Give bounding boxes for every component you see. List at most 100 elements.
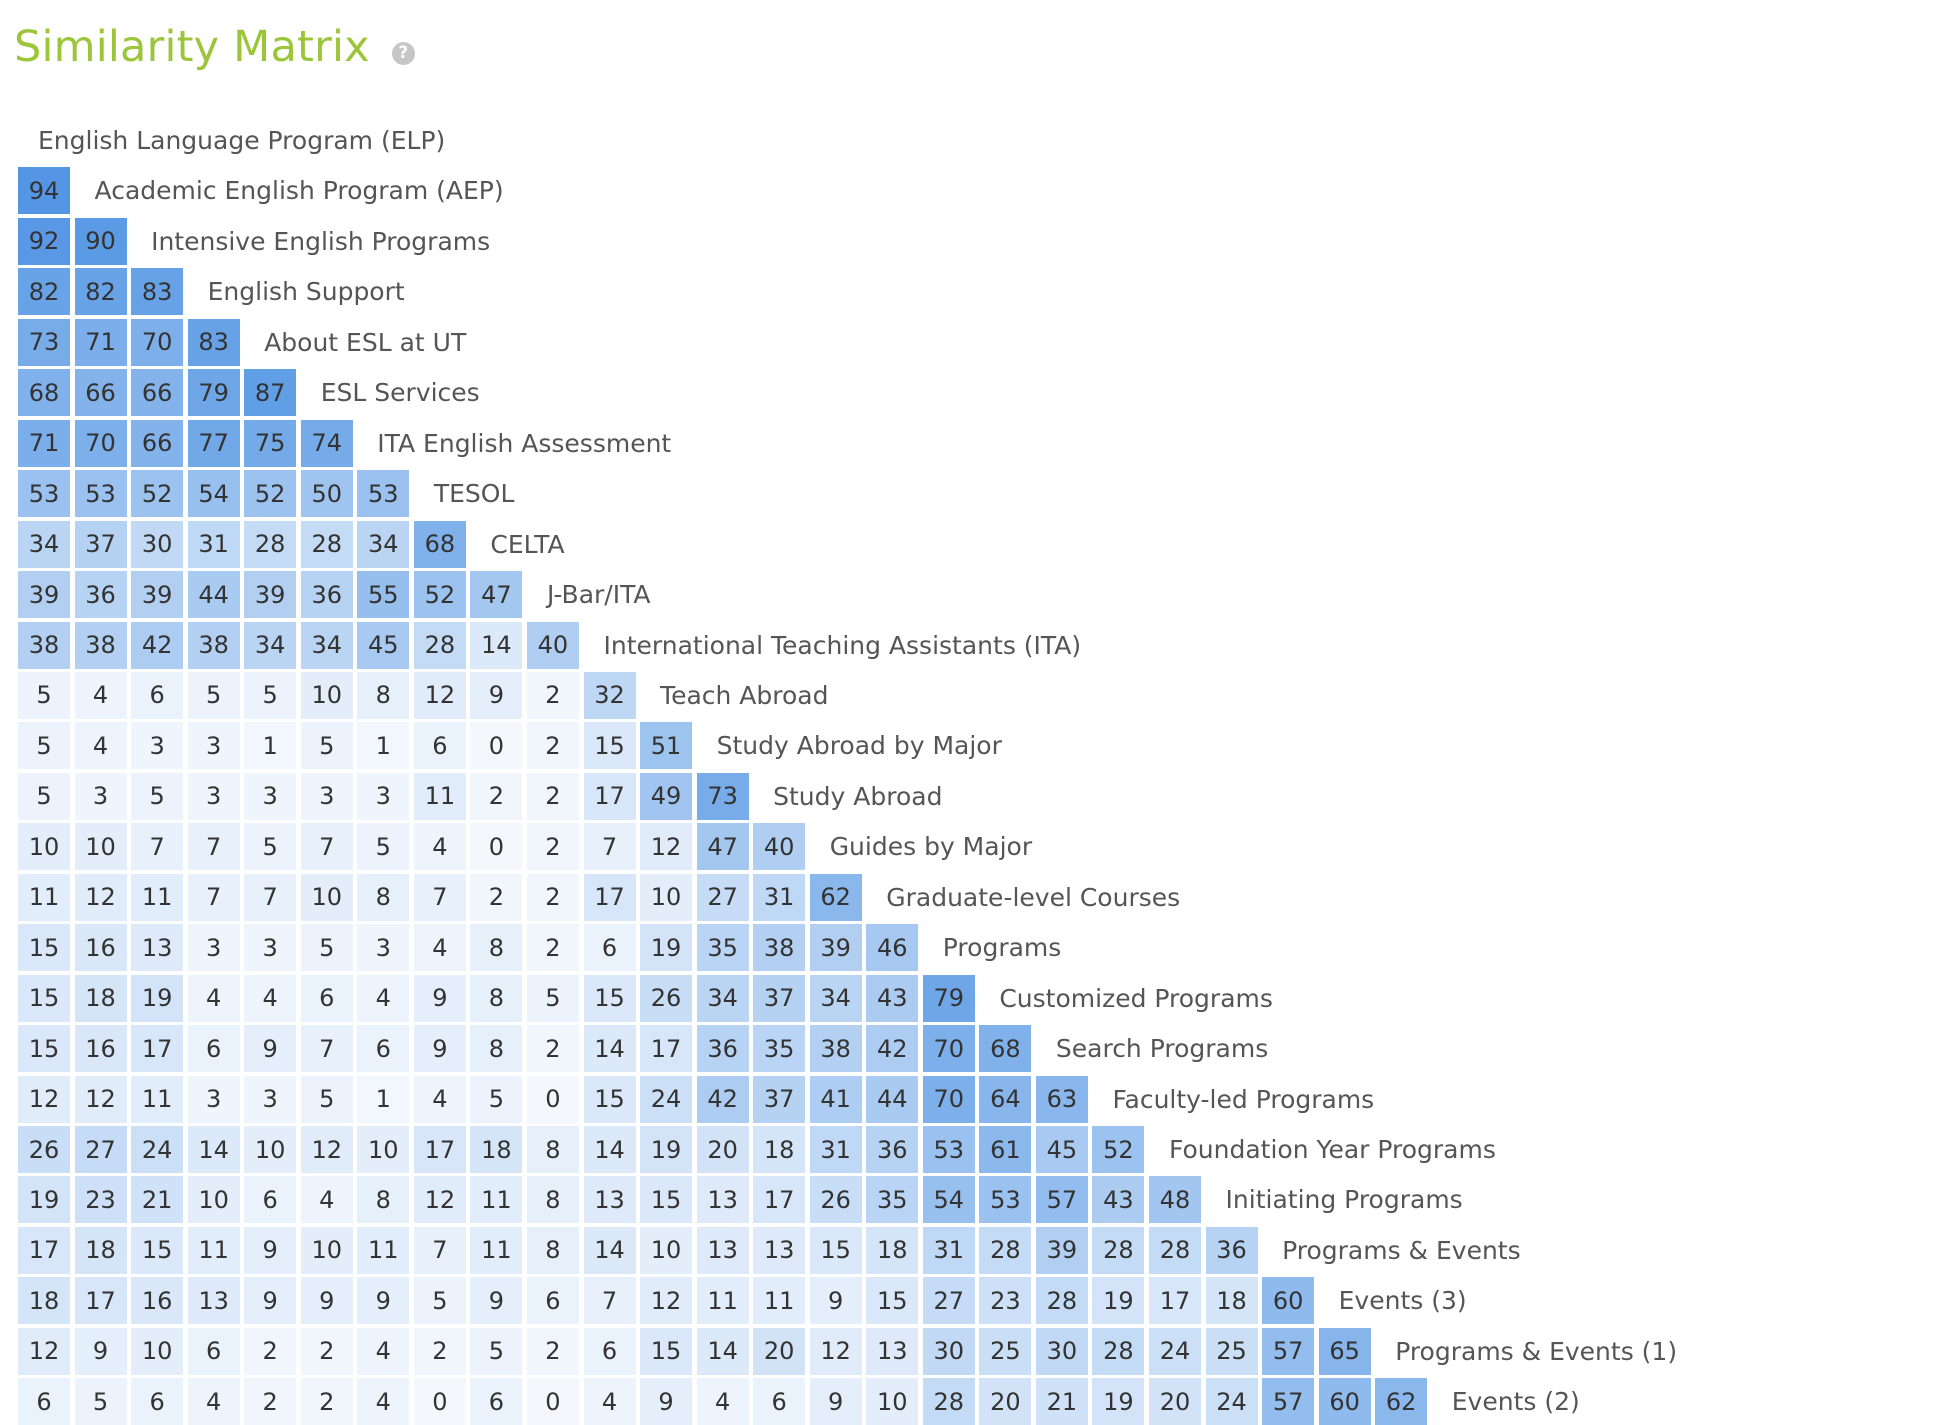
matrix-cell[interactable]: 2 [244, 1327, 297, 1375]
matrix-cell[interactable]: 16 [74, 1025, 127, 1073]
matrix-cell[interactable]: 23 [979, 1277, 1032, 1325]
matrix-cell[interactable]: 13 [187, 1277, 240, 1325]
matrix-cell[interactable]: 5 [357, 823, 410, 871]
matrix-cell[interactable]: 18 [1205, 1277, 1258, 1325]
matrix-cell[interactable]: 9 [244, 1226, 297, 1274]
matrix-cell[interactable]: 35 [753, 1025, 806, 1073]
matrix-cell[interactable]: 19 [1092, 1378, 1145, 1425]
matrix-cell[interactable]: 4 [357, 974, 410, 1022]
matrix-cell[interactable]: 25 [1205, 1327, 1258, 1375]
matrix-cell[interactable]: 10 [244, 1126, 297, 1173]
matrix-cell[interactable]: 5 [131, 772, 184, 820]
matrix-cell[interactable]: 4 [413, 924, 466, 972]
matrix-cell[interactable]: 21 [131, 1176, 184, 1224]
matrix-cell[interactable]: 13 [866, 1327, 919, 1375]
matrix-cell[interactable]: 17 [583, 772, 636, 820]
matrix-cell[interactable]: 19 [640, 1126, 693, 1173]
matrix-cell[interactable]: 40 [526, 621, 579, 669]
matrix-cell[interactable]: 8 [470, 974, 523, 1022]
matrix-cell[interactable]: 39 [809, 924, 862, 972]
matrix-cell[interactable]: 7 [583, 823, 636, 871]
matrix-cell[interactable]: 30 [131, 520, 184, 568]
matrix-cell[interactable]: 70 [922, 1025, 975, 1073]
matrix-cell[interactable]: 36 [866, 1126, 919, 1173]
matrix-cell[interactable]: 15 [131, 1226, 184, 1274]
matrix-cell[interactable]: 2 [526, 772, 579, 820]
matrix-cell[interactable]: 82 [74, 268, 127, 316]
matrix-cell[interactable]: 20 [696, 1126, 749, 1173]
matrix-cell[interactable]: 73 [696, 772, 749, 820]
matrix-cell[interactable]: 66 [131, 419, 184, 467]
matrix-cell[interactable]: 63 [1035, 1075, 1088, 1123]
matrix-cell[interactable]: 52 [244, 470, 297, 518]
matrix-cell[interactable]: 34 [244, 621, 297, 669]
matrix-cell[interactable]: 47 [696, 823, 749, 871]
matrix-cell[interactable]: 7 [131, 823, 184, 871]
matrix-cell[interactable]: 39 [131, 571, 184, 619]
matrix-cell[interactable]: 19 [640, 924, 693, 972]
matrix-cell[interactable]: 9 [413, 974, 466, 1022]
matrix-cell[interactable]: 31 [187, 520, 240, 568]
matrix-cell[interactable]: 6 [583, 1327, 636, 1375]
matrix-cell[interactable]: 2 [300, 1327, 353, 1375]
matrix-cell[interactable]: 5 [18, 722, 70, 770]
matrix-cell[interactable]: 18 [74, 974, 127, 1022]
matrix-cell[interactable]: 4 [187, 1378, 240, 1425]
matrix-cell[interactable]: 13 [131, 924, 184, 972]
matrix-cell[interactable]: 42 [131, 621, 184, 669]
matrix-cell[interactable]: 3 [187, 1075, 240, 1123]
matrix-cell[interactable]: 31 [809, 1126, 862, 1173]
matrix-cell[interactable]: 14 [187, 1126, 240, 1173]
matrix-cell[interactable]: 62 [1375, 1378, 1428, 1425]
matrix-cell[interactable]: 1 [357, 1075, 410, 1123]
matrix-cell[interactable]: 53 [357, 470, 410, 518]
matrix-cell[interactable]: 11 [413, 772, 466, 820]
matrix-cell[interactable]: 3 [357, 924, 410, 972]
matrix-cell[interactable]: 11 [470, 1176, 523, 1224]
matrix-cell[interactable]: 26 [640, 974, 693, 1022]
matrix-cell[interactable]: 8 [357, 671, 410, 719]
matrix-cell[interactable]: 5 [470, 1327, 523, 1375]
matrix-cell[interactable]: 9 [809, 1378, 862, 1425]
matrix-cell[interactable]: 15 [583, 722, 636, 770]
matrix-cell[interactable]: 14 [583, 1025, 636, 1073]
matrix-cell[interactable]: 9 [640, 1378, 693, 1425]
matrix-cell[interactable]: 2 [300, 1378, 353, 1425]
matrix-cell[interactable]: 3 [187, 772, 240, 820]
matrix-cell[interactable]: 39 [244, 571, 297, 619]
matrix-cell[interactable]: 15 [18, 924, 70, 972]
matrix-cell[interactable]: 24 [1205, 1378, 1258, 1425]
matrix-cell[interactable]: 12 [809, 1327, 862, 1375]
matrix-cell[interactable]: 6 [244, 1176, 297, 1224]
matrix-cell[interactable]: 66 [131, 369, 184, 417]
matrix-cell[interactable]: 9 [413, 1025, 466, 1073]
matrix-cell[interactable]: 28 [244, 520, 297, 568]
matrix-cell[interactable]: 25 [979, 1327, 1032, 1375]
matrix-cell[interactable]: 53 [18, 470, 70, 518]
matrix-cell[interactable]: 3 [300, 772, 353, 820]
matrix-cell[interactable]: 0 [470, 823, 523, 871]
matrix-cell[interactable]: 23 [74, 1176, 127, 1224]
matrix-cell[interactable]: 12 [18, 1327, 70, 1375]
matrix-cell[interactable]: 10 [640, 873, 693, 921]
matrix-cell[interactable]: 10 [18, 823, 70, 871]
matrix-cell[interactable]: 4 [357, 1327, 410, 1375]
matrix-cell[interactable]: 9 [74, 1327, 127, 1375]
matrix-cell[interactable]: 14 [470, 621, 523, 669]
matrix-cell[interactable]: 4 [74, 671, 127, 719]
matrix-cell[interactable]: 11 [187, 1226, 240, 1274]
matrix-cell[interactable]: 13 [583, 1176, 636, 1224]
matrix-cell[interactable]: 40 [753, 823, 806, 871]
matrix-cell[interactable]: 8 [526, 1126, 579, 1173]
matrix-cell[interactable]: 2 [526, 924, 579, 972]
matrix-cell[interactable]: 5 [18, 671, 70, 719]
matrix-cell[interactable]: 21 [1035, 1378, 1088, 1425]
matrix-cell[interactable]: 11 [131, 1075, 184, 1123]
matrix-cell[interactable]: 27 [922, 1277, 975, 1325]
matrix-cell[interactable]: 17 [583, 873, 636, 921]
matrix-cell[interactable]: 2 [526, 1327, 579, 1375]
matrix-cell[interactable]: 6 [131, 1378, 184, 1425]
matrix-cell[interactable]: 2 [413, 1327, 466, 1375]
matrix-cell[interactable]: 43 [866, 974, 919, 1022]
matrix-cell[interactable]: 4 [74, 722, 127, 770]
